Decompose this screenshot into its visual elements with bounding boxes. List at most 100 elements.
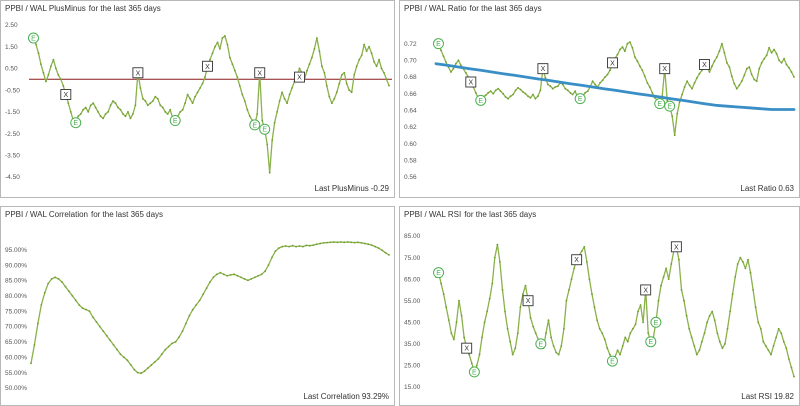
data-point [708,71,711,73]
entry-marker: E [433,267,445,279]
data-point [360,54,363,57]
data-point [511,353,514,356]
entry-marker: E [650,316,662,328]
data-point [184,102,187,105]
data-point [706,321,708,324]
ratio-chart: 0.72 0.70 0.68 0.66 0.64 0.62 0.60 0.58 0.56 E X E X… [404,38,796,181]
data-point [445,306,448,309]
y-tick-label: 75.00 [404,255,421,262]
data-point [519,88,522,91]
data-point [363,43,365,46]
data-point [729,310,731,313]
data-point [136,371,139,374]
data-point [554,86,557,88]
data-point [493,256,496,259]
data-point [496,243,499,246]
data-point [139,87,142,89]
data-point [497,87,500,90]
data-point [267,264,270,266]
y-tick-label: 0.58 [404,158,417,165]
data-point [119,108,122,111]
data-point [333,97,336,100]
data-point [680,289,683,291]
data-point [260,273,263,276]
data-point [178,336,180,339]
entry-marker: E [468,366,480,378]
exit-marker-label: X [574,257,579,264]
y-tick-label: 25.00 [404,363,421,370]
y-tick-label: 50.00% [5,385,27,392]
entry-marker-label: E [436,270,441,277]
data-point [708,314,711,317]
entry-marker: E [259,123,271,135]
data-point [671,115,674,118]
data-point [785,63,788,66]
exit-marker: X [202,60,213,72]
data-point [662,276,665,278]
data-point [529,96,532,99]
data-point [507,97,509,100]
data-point [591,293,593,296]
data-point [629,332,632,334]
data-point [580,250,583,252]
data-point [98,325,101,328]
data-point [588,278,591,280]
data-point [384,251,387,254]
plusminus-panel: PPBI / WAL PlusMinus for the last 365 day… [0,0,395,198]
data-point [445,61,447,63]
exit-marker: X [254,67,266,79]
y-tick-label: 95.00% [5,247,27,254]
data-point [127,111,129,113]
data-point [683,86,686,88]
data-point [229,56,231,59]
data-point [606,73,609,76]
data-point [364,242,366,245]
moving-average-line [434,62,796,111]
data-point [181,108,184,111]
data-point [55,67,57,70]
data-point [99,115,102,118]
data-point [455,62,457,65]
data-point [375,65,378,68]
data-point [522,91,524,93]
data-point [88,310,91,313]
data-point [758,67,761,70]
data-point [591,80,594,83]
entry-marker: E [654,98,666,110]
data-point [637,310,639,313]
exit-marker: X [537,63,549,75]
y-tick-label: 75.00% [5,308,27,315]
data-point [204,76,206,78]
data-point [775,52,778,55]
data-point [81,307,84,309]
data-point [514,89,517,92]
data-point [78,304,81,306]
series-line [30,241,390,374]
data-point [440,282,442,285]
entry-marker-label: E [539,341,544,348]
data-point [762,340,765,343]
data-point [64,285,67,288]
data-point [767,349,770,352]
data-point [97,111,99,113]
data-point [315,243,318,246]
data-point [346,241,349,243]
exit-marker-label: X [63,92,68,99]
data-point [750,73,753,76]
y-tick-label: 1.50 [5,44,18,51]
data-point [760,61,763,64]
data-point [57,278,60,280]
data-point [447,319,450,321]
data-point [87,111,90,113]
data-point [134,104,137,107]
data-point [545,332,547,334]
data-point [730,75,733,78]
data-point [691,87,693,90]
data-point [266,143,269,146]
data-point [291,244,294,247]
data-point [724,343,726,345]
data-point [616,53,619,56]
data-point [598,327,601,330]
data-point [494,89,497,92]
y-tick-label: 0.70 [404,58,417,65]
